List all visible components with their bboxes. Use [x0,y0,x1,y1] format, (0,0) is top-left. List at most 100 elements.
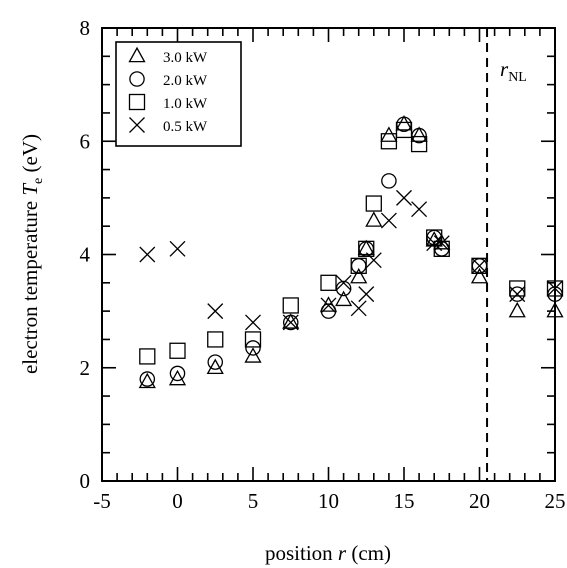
data-point-cross [365,252,382,269]
legend-label-1kw: 1.0 kW [163,96,208,112]
data-point-triangle [282,313,300,329]
legend-symbol-square [128,93,146,111]
data-point-circle [350,258,367,274]
data-point-cross-stroke [547,280,563,297]
data-point-triangle [410,126,428,142]
data-point-cross-stroke [509,286,526,303]
data-point-cross-stroke [396,189,412,206]
data-point-square [320,274,337,291]
data-point-cross-stroke [426,235,443,252]
data-point-cross-stroke [320,297,337,314]
data-point-cross [139,246,156,263]
series-cross [139,189,563,331]
data-point-cross [380,212,397,229]
data-point-square [509,280,526,297]
x-tick-label: 10 [318,489,339,513]
data-point-cross-stroke [433,235,450,252]
x-tick-label: 15 [394,489,415,513]
y-tick-label: 0 [80,469,91,493]
data-point-circle [381,173,397,189]
data-point-triangle [395,115,413,131]
data-point-triangle [244,347,262,363]
legend-label-3kw: 3.0 kW [163,50,208,66]
data-point-square [410,135,428,153]
y-tick-label: 8 [80,16,91,40]
legend: 3.0 kW 2.0 kW 1.0 kW 0.5 kW [115,41,242,147]
data-point-square [358,240,375,257]
data-point-cross-stroke [471,257,488,274]
data-point-triangle [508,301,526,318]
data-point-cross [335,274,352,291]
y-tick-label: 2 [80,356,91,380]
data-point-triangle [334,290,353,307]
data-point-square [433,240,450,257]
data-point-cross-stroke [282,314,299,331]
y-axis-label: electron temperature Te (eV) [18,134,46,374]
plot-frame [101,27,556,482]
data-point-square [471,257,488,274]
data-point-circle [320,303,337,319]
data-point-square [244,331,262,348]
data-point-cross [245,314,261,331]
y-tick-label: 4 [80,243,91,267]
data-point-triangle [138,372,156,389]
data-point-cross [411,201,428,218]
data-point-cross [426,235,443,252]
data-point-square [380,133,398,150]
data-point-cross-stroke [245,314,261,331]
series-square [139,121,564,365]
data-point-circle [245,340,261,356]
data-point-cross [358,286,375,303]
legend-symbol-triangle [128,46,146,63]
data-point-cross [282,314,299,331]
r-nl-var: r [500,57,509,81]
data-point-triangle [365,211,383,227]
data-point-cross [320,297,337,314]
r-nl-label: rNL [500,57,527,85]
data-point-cross-stroke [358,286,375,303]
data-point-cross-stroke [365,252,382,269]
r-nl-sub: NL [508,70,527,85]
data-point-cross-stroke [207,303,224,320]
data-point-triangle [350,267,368,284]
data-point-cross-stroke [169,240,186,257]
data-point-cross [207,303,224,320]
data-point-square [395,121,413,139]
data-point-triangle [206,358,224,375]
data-point-cross [169,240,186,257]
x-tick-label: 20 [469,489,490,513]
data-point-cross [509,286,526,303]
data-point-circle [139,371,156,387]
legend-symbol-cross [129,117,145,133]
data-point-square [350,257,367,274]
data-point-circle [169,365,186,382]
data-point-cross [350,300,367,317]
data-point-cross-stroke [411,201,428,218]
x-tick-label: 5 [248,489,259,513]
legend-symbols [128,46,146,133]
data-point-cross-stroke [335,274,352,291]
data-point-square [365,195,382,212]
series-circle [139,116,563,387]
data-point-triangle [357,239,375,256]
data-point-cross-stroke [350,300,367,317]
data-point-square [282,297,299,314]
x-tick-label: 25 [545,489,566,513]
data-point-cross-stroke [139,246,156,263]
y-tick-label: 6 [80,129,91,153]
series-triangle [138,115,564,389]
legend-label-05kw: 0.5 kW [163,119,208,135]
data-point-triangle [168,369,187,386]
x-axis-label: position r (cm) [265,541,391,565]
data-point-triangle [470,267,489,284]
data-point-square [139,348,156,365]
legend-symbol-circle [129,71,145,87]
data-point-circle [207,354,224,370]
data-point-triangle [380,126,398,142]
data-point-circle [282,314,299,331]
data-point-cross-stroke [380,212,397,229]
x-tick-label: -5 [93,489,111,513]
data-point-cross [471,257,488,274]
